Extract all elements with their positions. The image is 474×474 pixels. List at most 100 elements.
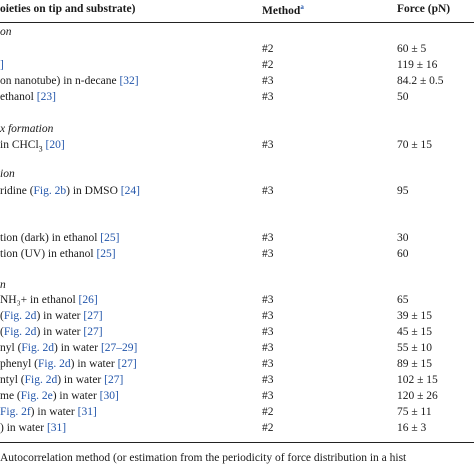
figure-link[interactable]: Fig. 2d [3,310,37,322]
row-method: #3 [262,248,274,260]
row-description: NH₃+ in ethanol [26] [0,294,98,306]
table-row: tion (UV) in ethanol [25] #3 60 [0,248,474,264]
citation-link[interactable]: [30] [99,390,119,402]
row-method: #3 [262,374,274,386]
row-method: #2 [262,422,274,434]
table-row: ] #2 119 ± 16 [0,59,474,75]
row-method: #3 [262,310,274,322]
citation-link[interactable]: [27–29] [100,342,138,354]
section-label: x formation [0,123,54,135]
row-description: nyl (Fig. 2d) in water [27–29] [0,342,138,354]
table-row: ethanol [23] #3 50 [0,91,474,107]
citation-link[interactable]: [31] [77,406,97,418]
row-force: 55 ± 10 [397,342,433,354]
table-row: nyl (Fig. 2d) in water [27–29] #3 55 ± 1… [0,342,474,358]
table-row: (Fig. 2d) in water [27] #3 39 ± 15 [0,310,474,326]
table-header: oieties on tip and substrate) Methoda Fo… [0,0,474,20]
row-description: me (Fig. 2e) in water [30] [0,390,119,402]
row-description: (Fig. 2d) in water [27] [0,326,103,338]
row-description: in CHCl3 [20] [0,139,65,154]
table-row: tion (dark) in ethanol [25] #3 30 [0,232,474,248]
row-description: ethanol [23] [0,91,56,103]
table-row: Fig. 2f) in water [31] #2 75 ± 11 [0,406,474,422]
row-force: 95 [397,185,409,197]
citation-link[interactable]: [20] [45,139,65,151]
row-method: #3 [262,185,274,197]
figure-link[interactable]: Fig. 2d [24,374,58,386]
row-force: 65 [397,294,409,306]
row-force: 75 ± 11 [397,406,432,418]
row-description: ntyl (Fig. 2d) in water [27] [0,374,124,386]
figure-link[interactable]: Fig. 2e [20,390,53,402]
row-force: 39 ± 15 [397,310,433,322]
figure-link[interactable]: Fig. 2d [38,358,71,370]
row-method: #3 [262,75,274,87]
row-method: #3 [262,326,274,338]
row-force: 102 ± 15 [397,374,438,386]
row-description: ] [0,59,4,71]
table-row: phenyl (Fig. 2d) in water [27] #3 89 ± 1… [0,358,474,374]
row-description: on nanotube) in n-decane [32] [0,75,139,87]
row-description: ) in water [31] [0,422,67,434]
row-method: #3 [262,232,274,244]
header-moieties: oieties on tip and substrate) [0,3,136,15]
table-row: ) in water [31] #2 16 ± 3 [0,422,474,438]
table-row: (Fig. 2d) in water [27] #3 45 ± 15 [0,326,474,342]
citation-link[interactable]: [32] [119,75,139,87]
row-description: tion (dark) in ethanol [25] [0,232,120,244]
citation-link[interactable]: [27] [83,326,103,338]
table-row: ntyl (Fig. 2d) in water [27] #3 102 ± 15 [0,374,474,390]
figure-link[interactable]: Fig. 2f [0,406,31,418]
header-method: Methoda [262,3,304,17]
figure-link[interactable]: Fig. 2d [3,326,37,338]
row-method: #3 [262,294,274,306]
citation-link[interactable]: [31] [46,422,67,434]
row-method: #2 [262,43,274,55]
row-force: 50 [397,91,409,103]
footer-rule [0,442,474,443]
figure-link[interactable]: Fig. 2b [33,185,67,197]
section-label: on [0,26,12,38]
row-force: 45 ± 15 [397,326,433,338]
row-force: 119 ± 16 [397,59,438,71]
citation-link[interactable]: [27] [117,358,137,370]
citation-link[interactable]: ] [0,59,4,71]
section-label: n [0,279,6,291]
row-force: 84.2 ± 0.5 [397,75,444,87]
citation-link[interactable]: [25] [96,248,116,260]
header-rule [0,22,474,23]
row-force: 16 ± 3 [397,422,427,434]
row-method: #3 [262,390,274,402]
row-force: 30 [397,232,409,244]
row-method: #3 [262,91,274,103]
table-row: ridine (Fig. 2b) in DMSO [24] #3 95 [0,185,474,201]
row-method: #3 [262,358,274,370]
citation-link[interactable]: [27] [104,374,124,386]
citation-link[interactable]: [25] [100,232,120,244]
figure-link[interactable]: Fig. 2d [21,342,54,354]
row-force: 89 ± 15 [397,358,433,370]
row-method: #2 [262,59,274,71]
row-force: 60 [397,248,409,260]
table-row: me (Fig. 2e) in water [30] #3 120 ± 26 [0,390,474,406]
citation-link[interactable]: [24] [120,185,140,197]
table-row: #2 60 ± 5 [0,43,474,59]
row-description: Fig. 2f) in water [31] [0,406,97,418]
row-method: #3 [262,342,274,354]
footnote: Autocorrelation method (or estimation fr… [0,452,407,464]
row-description: tion (UV) in ethanol [25] [0,248,116,260]
citation-link[interactable]: [26] [78,294,98,306]
table-row: in CHCl3 [20] #3 70 ± 15 [0,139,474,155]
table-row: NH₃+ in ethanol [26] #3 65 [0,294,474,310]
row-force: 120 ± 26 [397,390,438,402]
table-row: on nanotube) in n-decane [32] #3 84.2 ± … [0,75,474,91]
row-description: (Fig. 2d) in water [27] [0,310,103,322]
citation-link[interactable]: [27] [83,310,103,322]
row-description: ridine (Fig. 2b) in DMSO [24] [0,185,140,197]
header-force: Force (pN) [397,3,451,15]
row-force: 70 ± 15 [397,139,433,151]
citation-link[interactable]: [23] [36,91,56,103]
row-method: #2 [262,406,274,418]
row-method: #3 [262,139,274,151]
row-description: phenyl (Fig. 2d) in water [27] [0,358,137,370]
